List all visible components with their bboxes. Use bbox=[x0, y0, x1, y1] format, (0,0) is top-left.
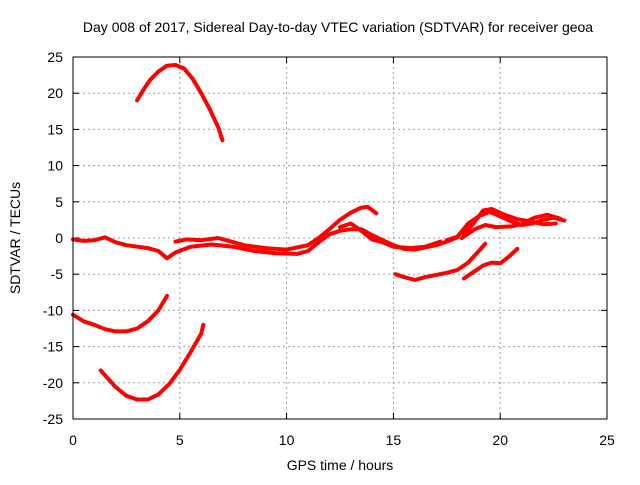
series-cluster-a bbox=[444, 209, 567, 243]
x-tick-label: 5 bbox=[176, 432, 184, 448]
series-baseline-c bbox=[338, 221, 443, 251]
chart-title: Day 008 of 2017, Sidereal Day-to-day VTE… bbox=[83, 19, 593, 35]
y-tick-label: -15 bbox=[43, 339, 63, 355]
y-tick-label: 20 bbox=[47, 85, 63, 101]
y-tick-label: 15 bbox=[47, 121, 63, 137]
x-axis-label: GPS time / hours bbox=[287, 457, 394, 473]
x-tick-label: 25 bbox=[599, 432, 615, 448]
y-tick-label: 25 bbox=[47, 49, 63, 65]
x-tick-label: 10 bbox=[279, 432, 295, 448]
x-tick-label: 20 bbox=[492, 432, 508, 448]
y-axis-label: SDTVAR / TECUs bbox=[7, 182, 23, 294]
plot-frame bbox=[72, 56, 608, 420]
y-tick-label: -5 bbox=[51, 266, 64, 282]
series-cluster-b bbox=[459, 212, 562, 240]
y-tick-label: 0 bbox=[55, 230, 63, 246]
series-low-arc-2 bbox=[98, 322, 206, 402]
y-tick-label: -25 bbox=[43, 411, 63, 427]
y-tick-label: -10 bbox=[43, 302, 63, 318]
y-tick-label: -20 bbox=[43, 375, 63, 391]
y-tick-label: 5 bbox=[55, 194, 63, 210]
ticks: 0 5 10 15 20 25 -25 -20 -15 -10 -5 0 5 10 15 20 25 bbox=[43, 49, 615, 448]
series-arc-upper bbox=[135, 63, 225, 143]
series-baseline-b bbox=[173, 204, 379, 252]
x-tick-label: 0 bbox=[69, 432, 77, 448]
series-baseline-a bbox=[71, 227, 460, 261]
series-low-arc-1 bbox=[71, 293, 169, 334]
grid bbox=[73, 57, 607, 419]
series-mid-low bbox=[393, 241, 488, 282]
x-tick-label: 15 bbox=[386, 432, 402, 448]
series-mid-low-2 bbox=[461, 246, 520, 281]
series-cluster-c bbox=[461, 207, 558, 237]
series-group bbox=[71, 63, 567, 402]
y-tick-label: 10 bbox=[47, 158, 63, 174]
